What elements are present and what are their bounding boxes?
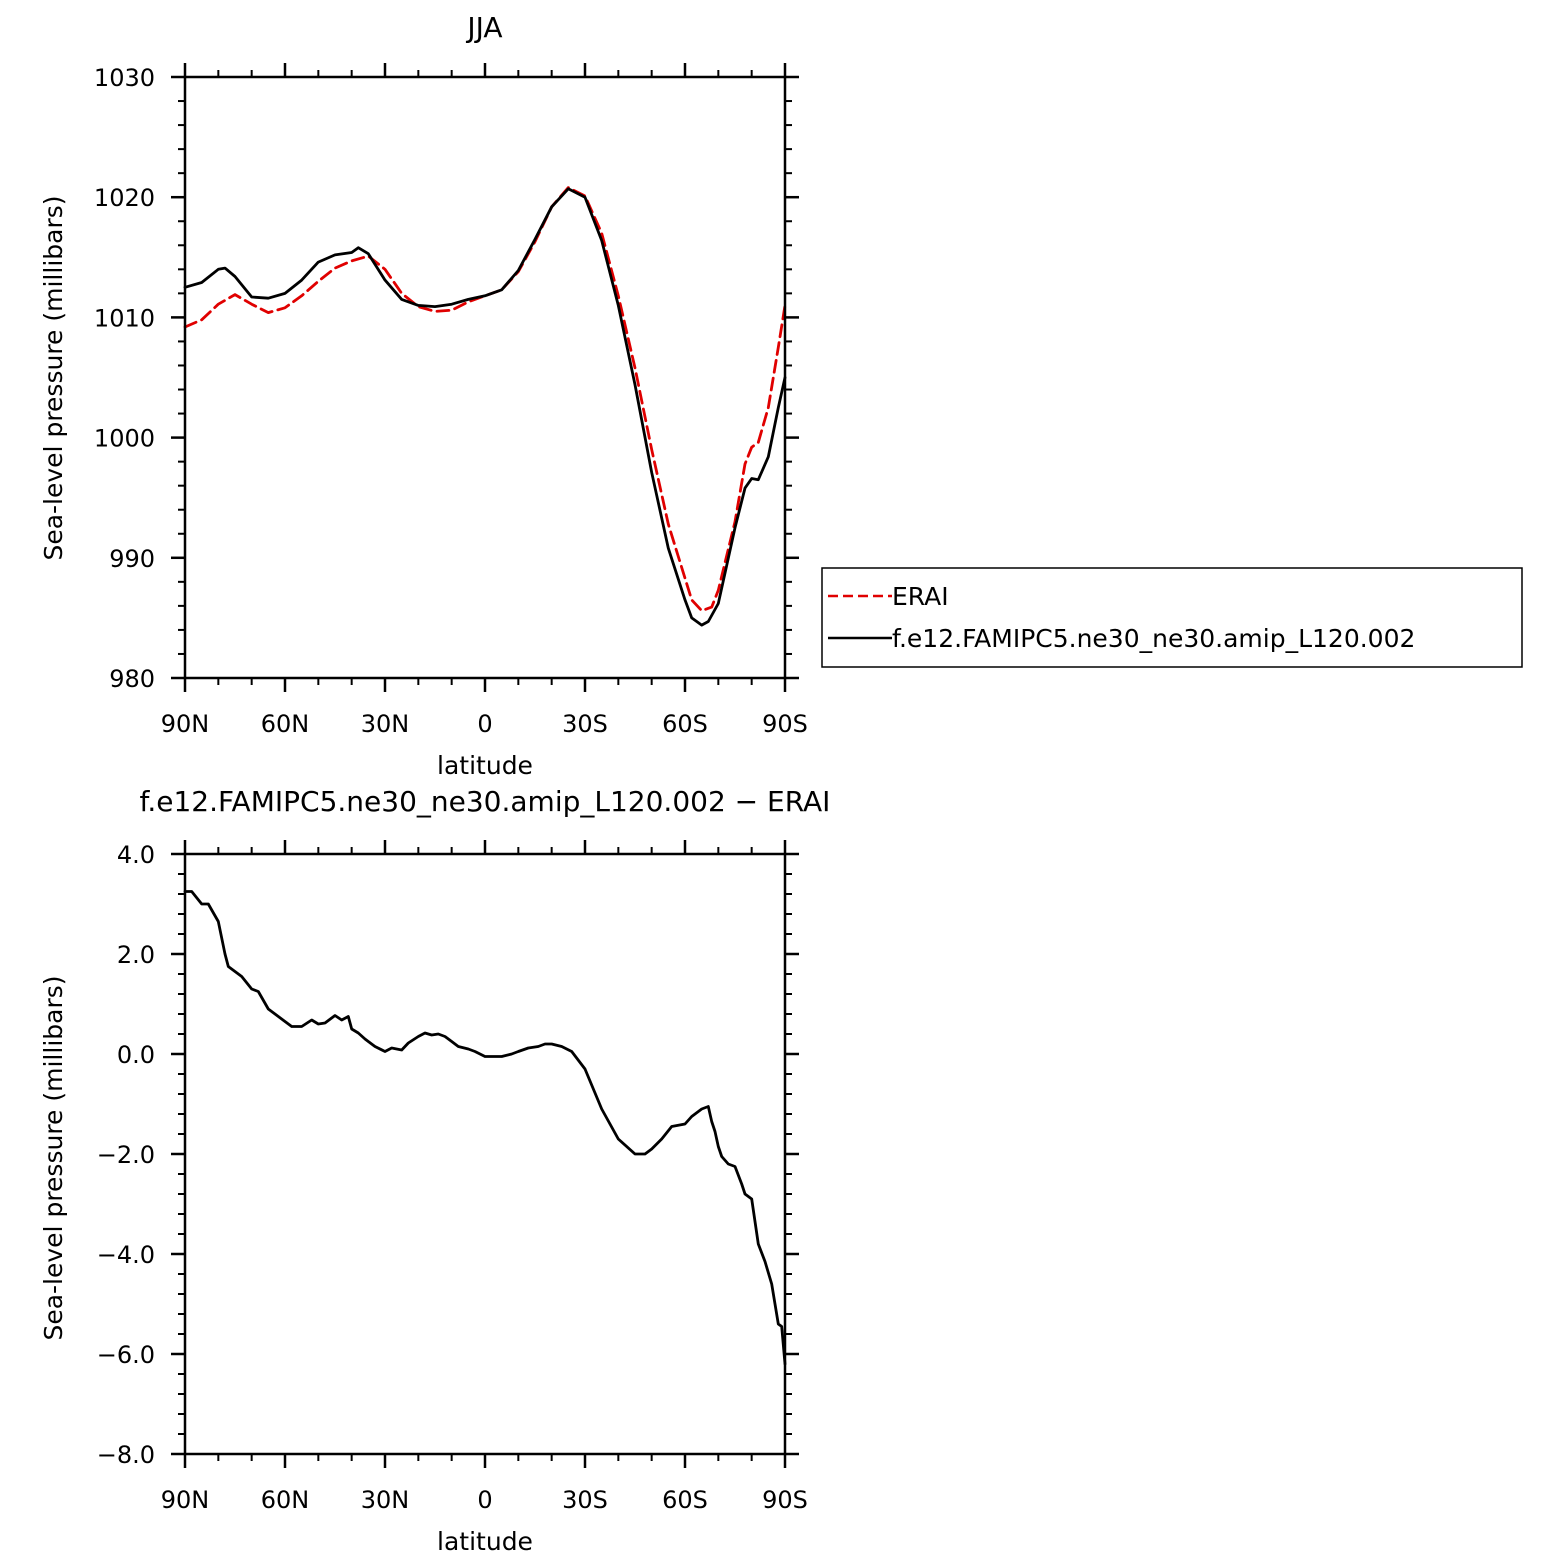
- y-tick-label: −4.0: [97, 1241, 155, 1269]
- bottom-axis-ticks: [171, 840, 799, 1468]
- top-y-axis-label: Sea-level pressure (millibars): [39, 195, 68, 560]
- y-tick-label: 1010: [94, 304, 155, 332]
- y-tick-label: 990: [109, 545, 155, 573]
- y-tick-label: 1000: [94, 425, 155, 453]
- x-tick-label: 30S: [562, 710, 608, 738]
- y-tick-label: 2.0: [117, 941, 155, 969]
- bottom-y-tick-labels: 4.0 2.0 0.0 −2.0 −4.0 −6.0 −8.0: [97, 841, 155, 1469]
- y-tick-label: 1030: [94, 64, 155, 92]
- y-tick-label: −6.0: [97, 1341, 155, 1369]
- x-tick-label: 30N: [361, 1486, 410, 1514]
- bottom-plot-frame: [183, 852, 787, 1456]
- top-axis-ticks: [171, 63, 799, 692]
- x-tick-label: 60N: [261, 710, 310, 738]
- y-tick-label: 0.0: [117, 1041, 155, 1069]
- bottom-x-axis-label: latitude: [437, 1527, 533, 1556]
- y-tick-label: 980: [109, 665, 155, 693]
- legend: ERAI f.e12.FAMIPC5.ne30_ne30.amip_L120.0…: [821, 567, 1523, 668]
- top-x-tick-labels: 90N 60N 30N 0 30S 60S 90S: [161, 710, 808, 738]
- legend-box: [821, 567, 1523, 668]
- x-tick-label: 60N: [261, 1486, 310, 1514]
- y-tick-label: 1020: [94, 184, 155, 212]
- bottom-series-lines: [183, 890, 787, 1366]
- x-tick-label: 30N: [361, 710, 410, 738]
- top-plot-frame: [183, 75, 787, 680]
- series-line-1: [183, 187, 787, 627]
- top-series-lines: [183, 186, 787, 627]
- top-y-tick-labels: 980 990 1000 1010 1020 1030: [94, 64, 155, 693]
- x-tick-label: 30S: [562, 1486, 608, 1514]
- y-tick-label: −8.0: [97, 1441, 155, 1469]
- x-tick-label: 90S: [762, 710, 808, 738]
- y-tick-label: −2.0: [97, 1141, 155, 1169]
- x-tick-label: 0: [477, 710, 492, 738]
- top-x-axis-label: latitude: [437, 751, 533, 780]
- x-tick-label: 90N: [161, 1486, 210, 1514]
- bottom-panel: f.e12.FAMIPC5.ne30_ne30.amip_L120.002 − …: [39, 785, 830, 1556]
- x-tick-label: 90S: [762, 1486, 808, 1514]
- x-tick-label: 60S: [662, 710, 708, 738]
- top-chart-title: JJA: [465, 11, 502, 44]
- x-tick-label: 0: [477, 1486, 492, 1514]
- top-panel: JJA 980 990 1000 1010 1020 1030 90N 60N 30N 0 30S…: [39, 11, 808, 780]
- y-tick-label: 4.0: [117, 841, 155, 869]
- bottom-y-axis-label: Sea-level pressure (millibars): [39, 975, 68, 1340]
- x-tick-label: 90N: [161, 710, 210, 738]
- x-tick-label: 60S: [662, 1486, 708, 1514]
- bottom-x-tick-labels: 90N 60N 30N 0 30S 60S 90S: [161, 1486, 808, 1514]
- legend-label-model: f.e12.FAMIPC5.ne30_ne30.amip_L120.002: [892, 624, 1415, 653]
- legend-label-erai: ERAI: [892, 582, 949, 611]
- bottom-chart-title: f.e12.FAMIPC5.ne30_ne30.amip_L120.002 − …: [140, 785, 831, 818]
- series-line-0: [183, 186, 787, 613]
- series-line-0: [183, 890, 787, 1366]
